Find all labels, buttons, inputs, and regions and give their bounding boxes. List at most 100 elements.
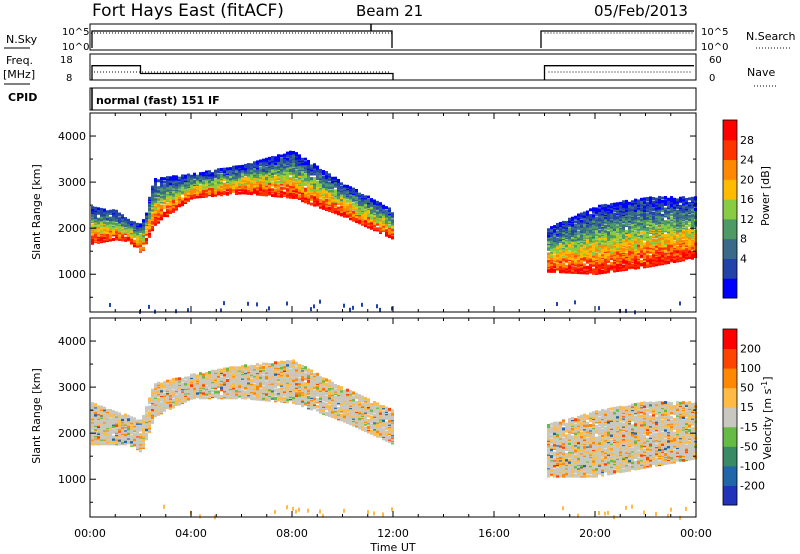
heatmap-cell (343, 212, 346, 216)
heatmap-cell (259, 166, 262, 170)
heatmap-cell (292, 185, 295, 189)
heatmap-cell (574, 229, 577, 233)
heatmap-cell (334, 189, 337, 193)
heatmap-cell (106, 237, 109, 241)
heatmap-cell (208, 187, 211, 191)
heatmap-cell (112, 221, 115, 225)
heatmap-cell (100, 229, 103, 233)
heatmap-cell (127, 414, 130, 418)
heatmap-cell (682, 230, 685, 234)
heatmap-cell (223, 167, 226, 171)
heatmap-cell (676, 198, 679, 202)
heatmap-cell (580, 260, 583, 264)
heatmap-cell (385, 211, 388, 215)
heatmap-cell (634, 212, 637, 216)
heatmap-cell (565, 244, 568, 248)
heatmap-cell (103, 406, 106, 410)
heatmap-cell (655, 249, 658, 253)
heatmap-cell (352, 305, 354, 310)
heatmap-cell (565, 264, 568, 268)
heatmap-cell (247, 163, 250, 167)
heatmap-cell (361, 222, 364, 226)
heatmap-cell (577, 264, 580, 268)
heatmap-cell (595, 210, 598, 214)
heatmap-cell (187, 173, 190, 177)
heatmap-cell (358, 192, 361, 196)
heatmap-cell (553, 225, 556, 229)
heatmap-cell (598, 269, 601, 273)
heatmap-cell (322, 202, 325, 206)
heatmap-cell (628, 201, 631, 205)
heatmap-cell (301, 172, 304, 176)
heatmap-cell (592, 270, 595, 274)
heatmap-cell (103, 208, 106, 212)
heatmap-cell (673, 197, 676, 201)
heatmap-cell (286, 195, 289, 199)
heatmap-cell (586, 240, 589, 244)
heatmap-cell (559, 224, 562, 228)
heatmap-cell (595, 231, 598, 235)
heatmap-cell (655, 197, 658, 201)
frequency-panel: 18 8 60 0 Freq. [MHz] Nave (3, 53, 778, 87)
power-colorbar-tick: 16 (740, 193, 754, 206)
heatmap-cell (667, 253, 670, 257)
heatmap-cell (241, 177, 244, 181)
heatmap-cell (604, 258, 607, 262)
heatmap-cell (307, 192, 310, 196)
heatmap-cell (337, 210, 340, 214)
heatmap-cell (595, 247, 598, 251)
heatmap-cell (655, 210, 658, 214)
heatmap-cell (148, 397, 151, 401)
heatmap-cell (361, 203, 364, 207)
heatmap-cell (205, 176, 208, 180)
heatmap-cell (154, 206, 157, 210)
heatmap-cell (130, 220, 133, 224)
heatmap-cell (658, 199, 661, 203)
heatmap-cell (604, 262, 607, 266)
heatmap-cell (652, 200, 655, 204)
heatmap-cell (562, 253, 565, 257)
heatmap-cell (625, 249, 628, 253)
heatmap-cell (352, 218, 355, 222)
heatmap-cell (139, 223, 142, 227)
heatmap-cell (556, 242, 559, 246)
heatmap-cell (607, 231, 610, 235)
heatmap-cell (685, 225, 688, 229)
heatmap-cell (367, 199, 370, 203)
heatmap-cell (271, 194, 274, 198)
heatmap-cell (220, 179, 223, 183)
heatmap-cell (346, 203, 349, 207)
heatmap-cell (667, 223, 670, 227)
noise-left-tick-bottom: 10^0 (62, 42, 89, 53)
heatmap-cell (232, 165, 235, 169)
heatmap-cell (376, 304, 378, 309)
heatmap-cell (118, 225, 121, 229)
heatmap-cell (556, 230, 559, 234)
heatmap-cell (280, 160, 283, 164)
heatmap-cell (160, 187, 163, 191)
heatmap-cell (175, 197, 178, 201)
heatmap-cell (319, 195, 322, 199)
heatmap-cell (592, 207, 595, 211)
heatmap-cell (133, 239, 136, 243)
heatmap-cell (616, 227, 619, 231)
heatmap-cell (592, 268, 595, 272)
heatmap-cell (283, 160, 286, 164)
heatmap-cell (388, 207, 391, 211)
heatmap-cell (142, 246, 145, 250)
heatmap-cell (625, 219, 628, 223)
heatmap-cell (658, 247, 661, 251)
heatmap-cell (238, 182, 241, 186)
heatmap-cell (598, 215, 601, 219)
heatmap-cell (124, 217, 127, 221)
heatmap-cell (622, 235, 625, 239)
heatmap-cell (658, 252, 661, 256)
heatmap-cell (319, 180, 322, 184)
heatmap-cell (97, 210, 100, 214)
heatmap-cell (385, 221, 388, 225)
heatmap-cell (379, 307, 381, 312)
heatmap-cell (682, 209, 685, 213)
heatmap-cell (196, 195, 199, 199)
heatmap-cell (316, 180, 319, 184)
heatmap-cell (661, 213, 664, 217)
